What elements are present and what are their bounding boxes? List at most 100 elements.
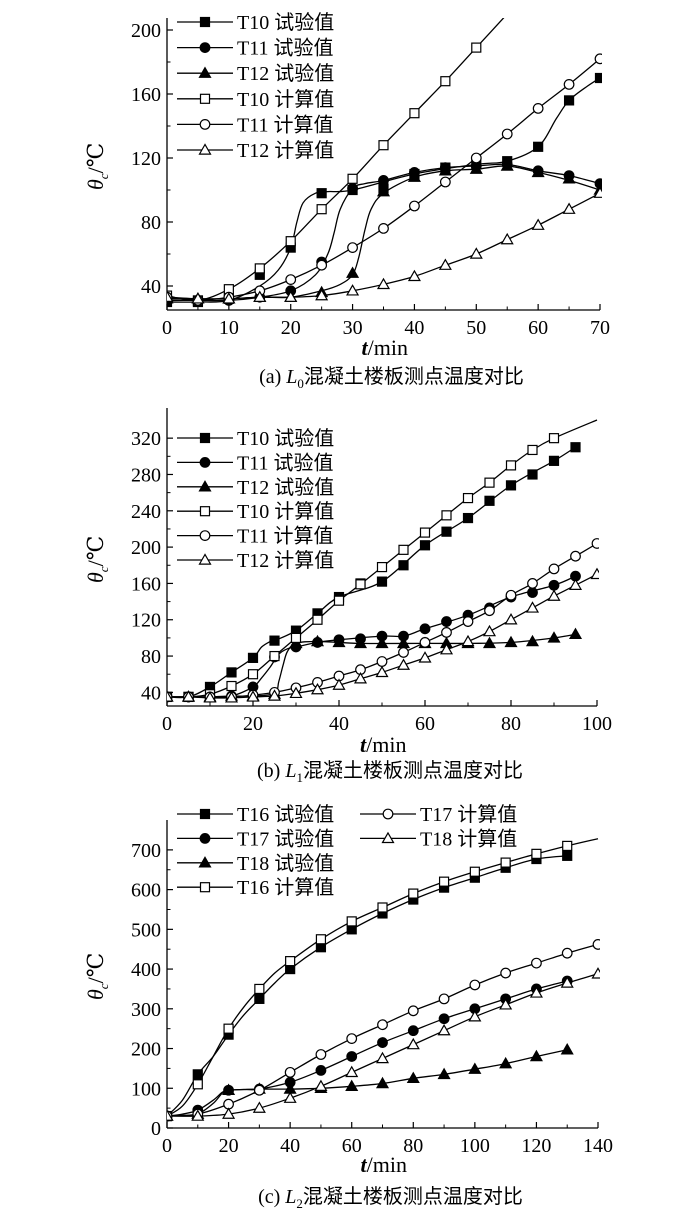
data-point bbox=[527, 444, 538, 456]
data-point bbox=[482, 624, 497, 637]
data-point bbox=[562, 850, 573, 861]
series-line-T10 计算值 bbox=[167, 419, 598, 698]
data-point bbox=[560, 976, 574, 988]
data-point bbox=[500, 857, 511, 868]
y-tick-label: 700 bbox=[131, 840, 161, 862]
data-point bbox=[469, 247, 483, 259]
y-tick-label: 200 bbox=[131, 20, 161, 42]
data-point bbox=[409, 200, 420, 212]
data-point bbox=[398, 647, 409, 658]
data-point bbox=[505, 460, 517, 471]
data-point bbox=[315, 288, 329, 301]
data-point bbox=[316, 259, 328, 271]
legend-item: T11 计算值 bbox=[177, 113, 333, 136]
series-group bbox=[167, 838, 600, 1122]
series-line-T12 试验值 bbox=[167, 633, 576, 698]
data-point bbox=[181, 690, 196, 702]
series-line-T16 试验值 bbox=[167, 855, 568, 1117]
legend-label: T17 试验值 bbox=[237, 827, 334, 850]
x-tick-label: 0 bbox=[162, 713, 172, 735]
legend-label: T16 计算值 bbox=[237, 876, 334, 899]
legend-item: T17 试验值 bbox=[177, 827, 334, 850]
data-point bbox=[547, 631, 561, 643]
data-point bbox=[562, 840, 573, 852]
legend-label: T10 试验值 bbox=[237, 11, 334, 34]
x-tick-label: 60 bbox=[415, 713, 435, 735]
x-tick-label: 80 bbox=[403, 1135, 423, 1157]
x-tick-label: 60 bbox=[528, 317, 548, 339]
data-point bbox=[247, 669, 259, 680]
data-point bbox=[529, 1049, 543, 1062]
data-point bbox=[499, 998, 513, 1010]
data-point bbox=[167, 1109, 174, 1121]
x-tick-label: 10 bbox=[219, 317, 239, 339]
data-point bbox=[378, 222, 389, 234]
data-point bbox=[376, 656, 388, 667]
data-point bbox=[226, 680, 237, 692]
data-point bbox=[461, 634, 475, 647]
data-point bbox=[470, 152, 482, 164]
data-point bbox=[191, 292, 205, 304]
x-tick-label: 100 bbox=[460, 1135, 490, 1157]
data-point bbox=[192, 1069, 203, 1080]
panel-caption: (c) L2混凝土楼板测点温度对比 bbox=[258, 1185, 523, 1211]
x-tick-label: 140 bbox=[583, 1135, 613, 1157]
data-point bbox=[484, 495, 495, 506]
x-tick-label: 70 bbox=[590, 317, 610, 339]
x-tick-label: 60 bbox=[342, 1135, 362, 1157]
y-tick-label: 200 bbox=[131, 537, 161, 559]
data-point bbox=[222, 1083, 236, 1095]
data-point bbox=[468, 1010, 482, 1022]
data-point bbox=[310, 682, 325, 695]
y-tick-label: 320 bbox=[131, 428, 161, 450]
y-tick-label: 80 bbox=[141, 646, 161, 668]
legend-item: T10 试验值 bbox=[177, 427, 334, 450]
data-point bbox=[376, 277, 391, 290]
y-tick-label: 120 bbox=[131, 610, 161, 632]
data-point bbox=[504, 613, 518, 625]
data-point bbox=[438, 258, 452, 270]
y-tick-label: 160 bbox=[131, 573, 161, 595]
x-tick-label: 0 bbox=[162, 317, 172, 339]
data-point bbox=[290, 632, 302, 644]
data-point bbox=[269, 635, 280, 646]
legend-marker bbox=[198, 66, 212, 78]
data-point bbox=[441, 526, 452, 537]
data-point bbox=[246, 690, 260, 702]
data-point bbox=[375, 1051, 390, 1064]
data-point bbox=[560, 1043, 574, 1055]
data-point bbox=[548, 455, 560, 466]
legend-marker bbox=[199, 118, 211, 130]
data-point bbox=[439, 176, 451, 188]
legend-item: T18 试验值 bbox=[177, 852, 334, 875]
x-tick-label: 120 bbox=[521, 1135, 551, 1157]
legend-label: T16 试验值 bbox=[237, 803, 334, 826]
data-point bbox=[312, 614, 323, 625]
y-tick-label: 500 bbox=[131, 919, 161, 941]
panel-caption: (b) L1混凝土楼板测点温度对比 bbox=[257, 759, 523, 785]
legend-label: T18 计算值 bbox=[420, 827, 517, 850]
data-point bbox=[222, 292, 236, 304]
data-point bbox=[527, 578, 538, 589]
data-point bbox=[333, 595, 345, 606]
legend-marker bbox=[199, 808, 211, 820]
data-point bbox=[375, 1076, 390, 1089]
chart-b: 40 80 120 160 200 240 280 320 0 20 40 60 80 100 T10 试验… bbox=[83, 408, 612, 785]
data-point bbox=[594, 53, 602, 65]
data-point bbox=[469, 866, 480, 877]
data-point bbox=[269, 650, 280, 662]
legend-item: T12 计算值 bbox=[177, 549, 334, 572]
legend-item: T10 计算值 bbox=[177, 500, 334, 523]
x-tick-label: 30 bbox=[343, 317, 363, 339]
data-point bbox=[462, 512, 474, 524]
x-axis-label: t/min bbox=[362, 335, 408, 360]
data-point bbox=[437, 1067, 451, 1080]
data-point bbox=[346, 284, 360, 296]
y-tick-label: 280 bbox=[131, 464, 161, 486]
data-point bbox=[247, 652, 259, 663]
data-point bbox=[407, 1005, 419, 1017]
x-tick-label: 20 bbox=[243, 713, 263, 735]
legend-marker bbox=[199, 833, 211, 844]
